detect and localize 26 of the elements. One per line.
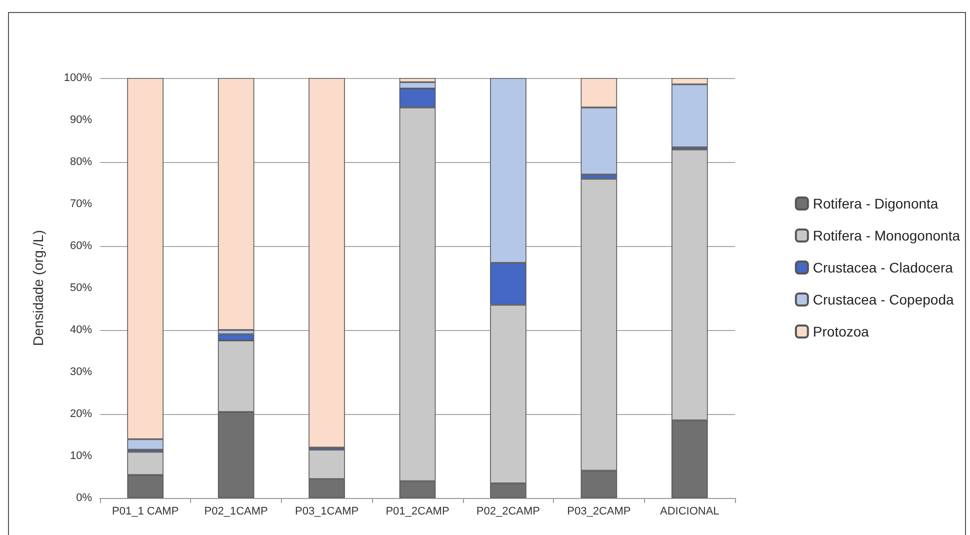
legend-label: Crustacea - Copepoda bbox=[812, 292, 954, 308]
y-tick-label: 50% bbox=[70, 282, 92, 294]
y-tick-label: 60% bbox=[70, 240, 92, 252]
x-tick-label: P02_1CAMP bbox=[204, 506, 268, 518]
bar bbox=[218, 78, 254, 330]
x-tick-label: P03_2CAMP bbox=[567, 506, 631, 518]
y-tick-label: 0% bbox=[76, 492, 92, 504]
bar bbox=[308, 78, 345, 448]
y-tick-label: 40% bbox=[70, 324, 92, 336]
x-tick-label: P01_2CAMP bbox=[386, 506, 450, 518]
x-tick-label: ADICIONAL bbox=[660, 506, 720, 518]
legend-label: Protozoa bbox=[812, 324, 870, 340]
y-tick-label: 30% bbox=[70, 366, 92, 378]
y-tick-label: 70% bbox=[70, 198, 92, 210]
y-tick-label: 20% bbox=[70, 408, 92, 420]
y-axis-title: Densidade (org./L) bbox=[30, 230, 46, 346]
legend-label: Rotifera - Monogononta bbox=[812, 228, 960, 244]
y-tick-label: 90% bbox=[70, 114, 92, 126]
x-tick-label: P01_1 CAMP bbox=[112, 506, 179, 518]
x-tick-label: P03_1CAMP bbox=[294, 506, 359, 518]
legend-label: Crustacea - Cladocera bbox=[812, 260, 954, 276]
y-tick-label: 80% bbox=[70, 156, 92, 168]
legend-label: Rotifera - Digononta bbox=[812, 196, 938, 212]
x-tick-label: P02_2CAMP bbox=[476, 506, 540, 518]
y-tick-label: 10% bbox=[70, 450, 92, 462]
y-tick-label: 100% bbox=[64, 72, 92, 84]
